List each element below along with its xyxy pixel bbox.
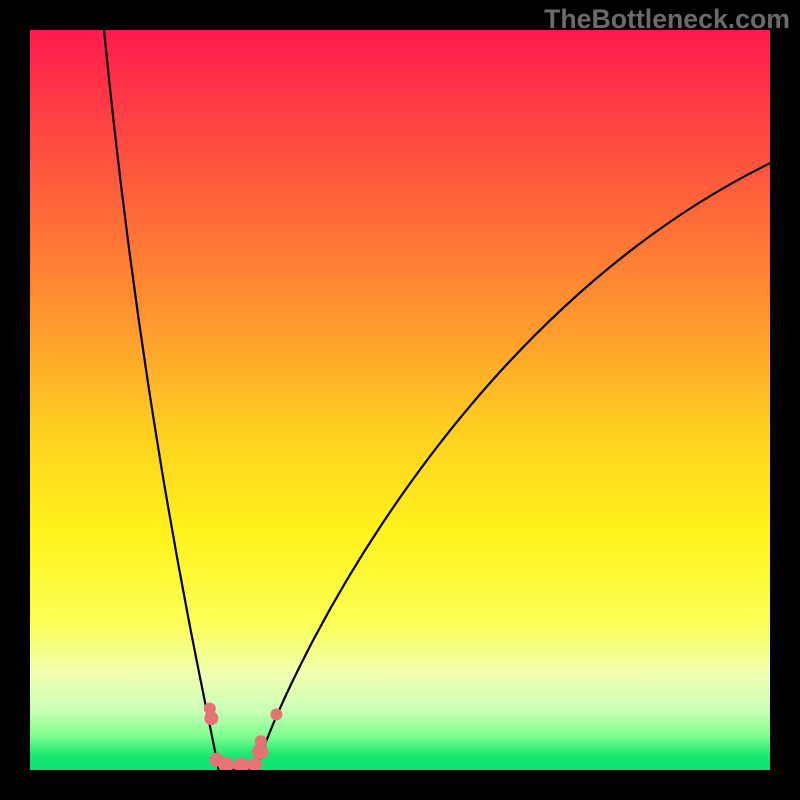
data-marker	[255, 735, 267, 747]
data-marker	[204, 711, 218, 725]
data-marker	[270, 709, 282, 721]
bottleneck-chart-svg	[30, 30, 770, 770]
gradient-background	[30, 30, 770, 770]
watermark-text: TheBottleneck.com	[544, 4, 790, 35]
chart-plot-area	[30, 30, 770, 770]
